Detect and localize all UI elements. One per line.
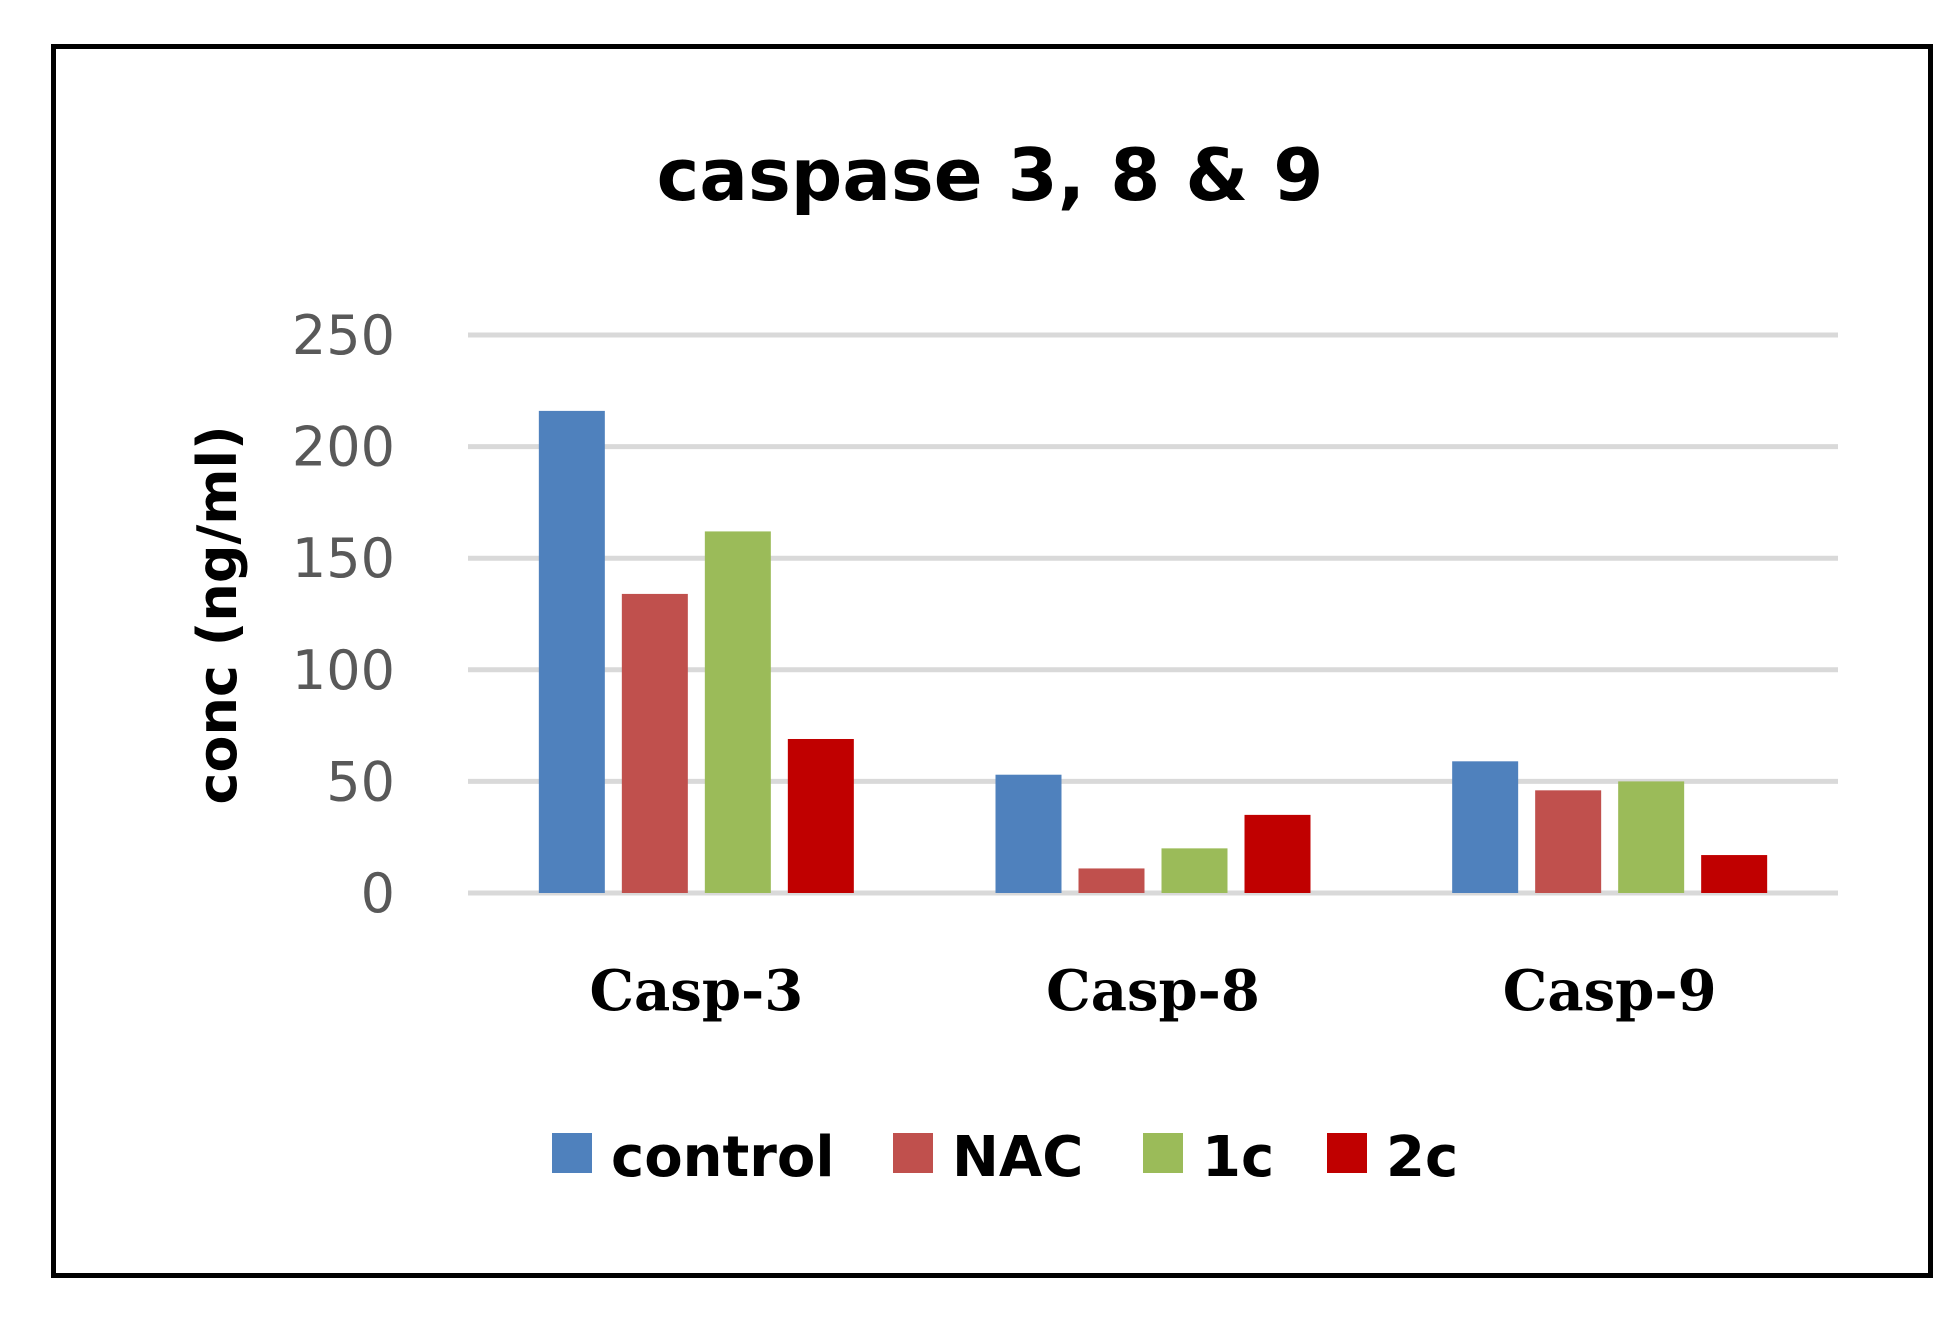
y-axis-label: conc (ng/ml) [186,425,249,804]
y-tick-label: 100 [292,639,395,702]
bar-2c-Casp-8 [1244,814,1311,893]
legend-swatch-1c [1143,1133,1183,1173]
y-tick-label: 50 [326,750,395,813]
x-tick-label: Casp-9 [1503,958,1717,1024]
y-tick-label: 200 [292,416,395,479]
bar-1c-Casp-9 [1618,781,1685,893]
bar-1c-Casp-3 [704,531,771,893]
y-tick-label: 150 [292,527,395,590]
chart-frame [51,44,1933,1278]
bar-control-Casp-3 [538,410,605,893]
chart-title: caspase 3, 8 & 9 [657,133,1324,217]
bar-NAC-Casp-9 [1535,790,1602,893]
bars [538,410,1768,893]
y-tick-label: 0 [361,862,395,925]
bar-2c-Casp-9 [1701,855,1768,893]
legend-label-NAC: NAC [952,1125,1083,1190]
y-axis-ticks: 0 50 100 150 200 250 [292,304,395,925]
legend-swatch-NAC [893,1133,933,1173]
legend: control NAC 1c 2c [552,1125,1458,1190]
x-tick-label: Casp-8 [1046,958,1260,1024]
bar-2c-Casp-3 [787,738,854,893]
legend-label-2c: 2c [1386,1125,1458,1190]
x-axis-ticks: Casp-3 Casp-8 Casp-9 [589,958,1716,1024]
bar-NAC-Casp-3 [621,593,688,893]
bar-control-Casp-9 [1452,761,1519,893]
x-tick-label: Casp-3 [589,958,803,1024]
legend-label-control: control [611,1125,835,1190]
legend-swatch-control [552,1133,592,1173]
bar-NAC-Casp-8 [1078,868,1145,893]
bar-1c-Casp-8 [1161,848,1228,893]
y-tick-label: 250 [292,304,395,367]
gridlines [468,332,1838,896]
bar-control-Casp-8 [995,774,1062,893]
legend-swatch-2c [1327,1133,1367,1173]
legend-label-1c: 1c [1202,1125,1274,1190]
